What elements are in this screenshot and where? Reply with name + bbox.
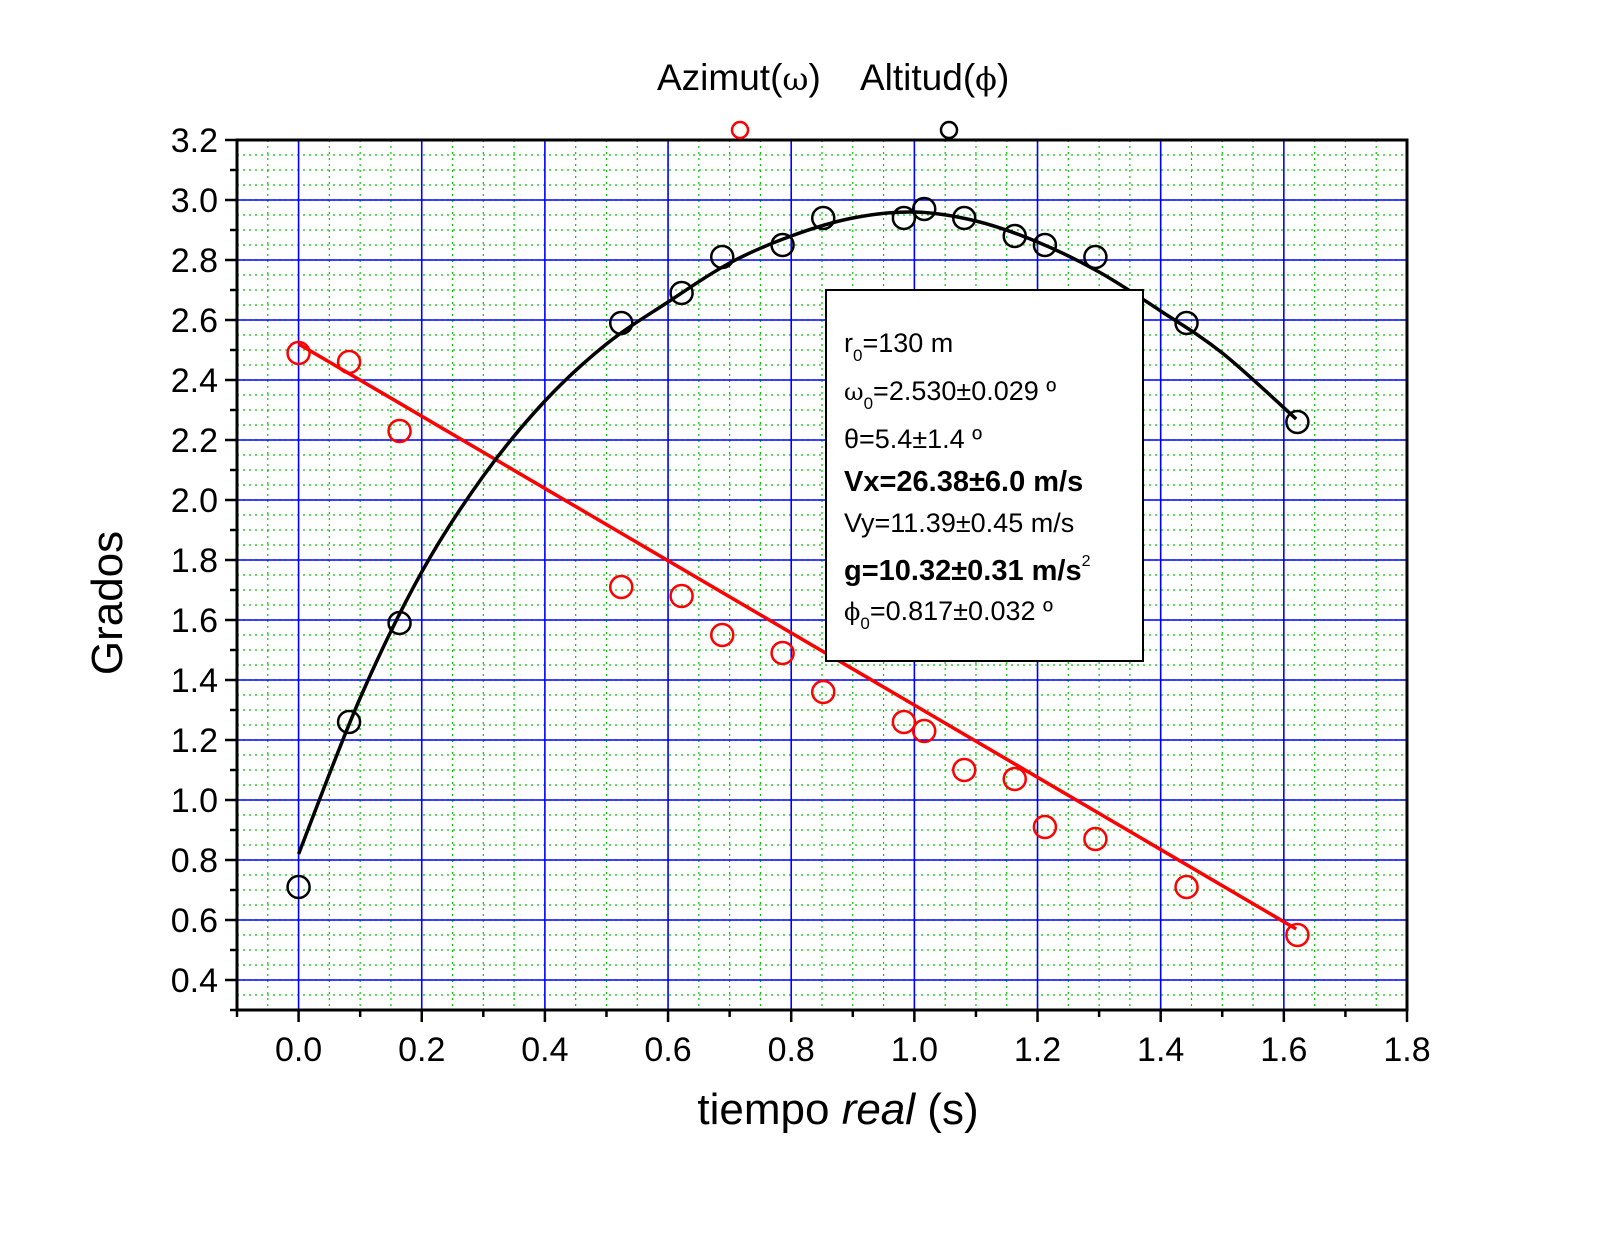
- y-tick-label: 3.2: [171, 122, 218, 160]
- data-point-series-2: [951, 205, 977, 231]
- annotation-phi0: ϕ0=0.817±0.032 º: [844, 596, 1053, 633]
- data-point-series-1: [1002, 766, 1027, 792]
- data-point-series-2: [387, 610, 412, 636]
- y-tick-label: 2.0: [171, 482, 218, 520]
- x-axis-title: tiempo real (s): [697, 1085, 978, 1134]
- data-point-series-2: [770, 232, 795, 258]
- annotation-vx: Vx=26.38±6.0 m/s: [844, 466, 1083, 498]
- y-tick-label: 2.6: [171, 302, 218, 340]
- x-tick-label: 0.2: [398, 1031, 445, 1069]
- fit-results-frame: [825, 289, 1144, 662]
- data-point-series-2: [609, 310, 634, 336]
- data-point-series-2: [286, 874, 311, 900]
- data-point-series-2: [1032, 232, 1058, 258]
- plot-frame: [235, 138, 1409, 1012]
- data-points: [286, 196, 1310, 948]
- y-tick-label: 0.8: [171, 842, 218, 880]
- x-tick-label: 0.0: [275, 1031, 322, 1069]
- y-tick-label: 3.0: [171, 182, 218, 220]
- y-tick-label: 1.4: [171, 662, 218, 700]
- x-tick-label: 0.4: [521, 1031, 568, 1069]
- y-axis-title: Grados: [83, 531, 132, 675]
- legend-marker-azimut: [730, 120, 750, 140]
- y-tick-label: 1.8: [171, 542, 218, 580]
- fit-results-box: r0=130 m ω0=2.530±0.029 º θ=5.4±1.4 º Vx…: [825, 289, 1144, 662]
- data-point-series-1: [1032, 814, 1058, 840]
- data-point-series-2: [336, 709, 362, 735]
- annotation-g: g=10.32±0.31 m/s2: [844, 553, 1091, 587]
- x-tick-label: 0.8: [768, 1031, 815, 1069]
- annotation-vy: Vy=11.39±0.45 m/s: [844, 508, 1074, 538]
- data-point-series-2: [709, 244, 735, 270]
- data-point-series-1: [1174, 874, 1199, 900]
- data-point-series-2: [669, 280, 694, 306]
- y-tick-label: 0.4: [171, 962, 218, 1000]
- data-point-series-1: [1083, 826, 1108, 852]
- data-point-series-1: [387, 418, 412, 444]
- x-tick-labels: 0.0 0.2 0.4 0.6 0.8 1.0 1.2 1.4 1.6 1.8: [275, 1031, 1431, 1069]
- legend-entry-azimut: Azimut(ω): [657, 57, 821, 98]
- x-tick-label: 1.2: [1014, 1031, 1061, 1069]
- data-point-series-1: [770, 640, 795, 666]
- x-tick-label: 1.6: [1260, 1031, 1307, 1069]
- x-tick-label: 1.4: [1137, 1031, 1184, 1069]
- axis-ticks: [225, 138, 1409, 1022]
- data-point-series-2: [891, 205, 917, 231]
- y-tick-label: 1.6: [171, 602, 218, 640]
- y-tick-label: 2.4: [171, 362, 218, 400]
- x-tick-label: 1.0: [891, 1031, 938, 1069]
- data-point-series-1: [810, 679, 836, 705]
- y-tick-label: 2.2: [171, 422, 218, 460]
- x-tick-label: 1.8: [1383, 1031, 1430, 1069]
- data-point-series-2: [1083, 244, 1108, 270]
- y-tick-labels: 0.4 0.6 0.8 1.0 1.2 1.4 1.6 1.8 2.0 2.2 2.4 2.6 2.8 3…: [171, 122, 218, 1000]
- annotation-r0: r0=130 m: [844, 328, 953, 365]
- legend-entry-altitud: Altitud(ϕ): [860, 57, 1009, 98]
- data-point-series-1: [669, 583, 694, 609]
- data-point-series-1: [1285, 922, 1310, 948]
- data-point-series-2: [1174, 310, 1199, 336]
- y-tick-label: 1.2: [171, 722, 218, 760]
- data-point-series-2: [1002, 223, 1027, 249]
- fit-line-series-1: [297, 342, 1298, 931]
- annotation-omega0: ω0=2.530±0.029 º: [844, 376, 1056, 413]
- legend-marker-altitud: [939, 120, 959, 140]
- data-point-series-1: [951, 757, 977, 783]
- data-point-series-1: [709, 622, 735, 648]
- y-tick-label: 2.8: [171, 242, 218, 280]
- data-point-series-1: [286, 340, 311, 366]
- data-point-series-2: [810, 205, 836, 231]
- minor-grid: [236, 139, 1408, 1011]
- legend: Azimut(ω) Altitud(ϕ): [657, 57, 1009, 140]
- x-tick-label: 0.6: [644, 1031, 691, 1069]
- fit-curve-series-2: [296, 210, 1298, 855]
- annotation-theta: θ=5.4±1.4 º: [844, 424, 982, 454]
- data-point-series-1: [911, 718, 937, 744]
- fit-lines: [296, 210, 1298, 931]
- y-tick-label: 1.0: [171, 782, 218, 820]
- data-point-series-2: [911, 196, 937, 222]
- data-point-series-2: [1285, 409, 1310, 435]
- y-tick-label: 0.6: [171, 902, 218, 940]
- data-point-series-1: [336, 349, 362, 375]
- data-point-series-1: [609, 574, 634, 600]
- data-point-series-1: [891, 709, 917, 735]
